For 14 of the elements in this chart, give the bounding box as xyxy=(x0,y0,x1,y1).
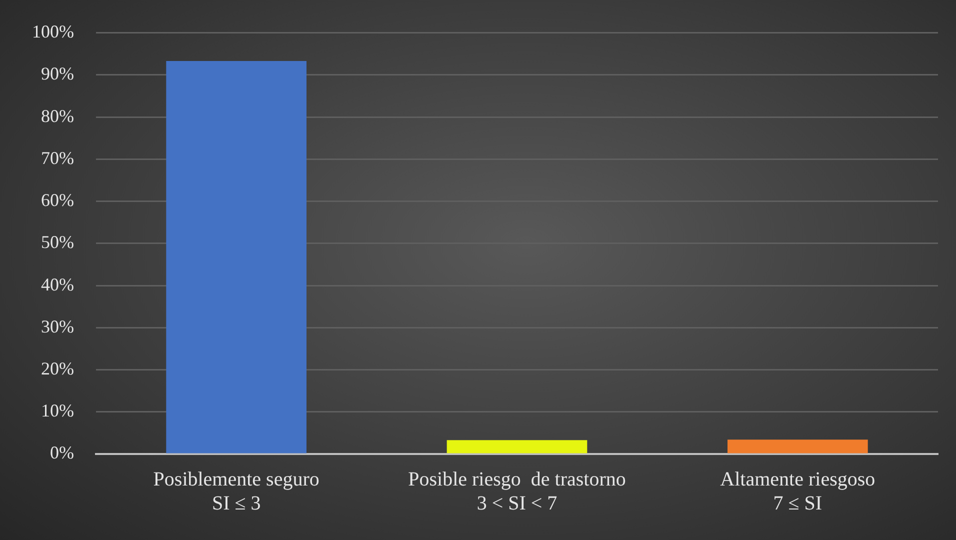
y-tick-label: 40% xyxy=(40,274,74,294)
y-tick-label: 10% xyxy=(40,400,74,421)
y-tick-label: 80% xyxy=(40,106,74,126)
y-tick-label: 100% xyxy=(32,22,74,42)
y-tick-label: 90% xyxy=(40,64,74,84)
y-tick-label: 30% xyxy=(40,316,74,336)
y-tick-label: 0% xyxy=(50,442,74,463)
x-tick-label: Posiblemente seguro SI ≤ 3 xyxy=(153,468,320,514)
y-tick-label: 60% xyxy=(40,190,74,210)
y-tick-label: 50% xyxy=(40,232,74,252)
y-tick-label: 20% xyxy=(40,358,74,378)
y-tick-label: 70% xyxy=(40,148,74,168)
x-tick-label: Altamente riesgoso 7 ≤ SI xyxy=(720,468,876,514)
x-tick-label: Posible riesgo de trastorno 3 < SI < 7 xyxy=(408,468,626,514)
